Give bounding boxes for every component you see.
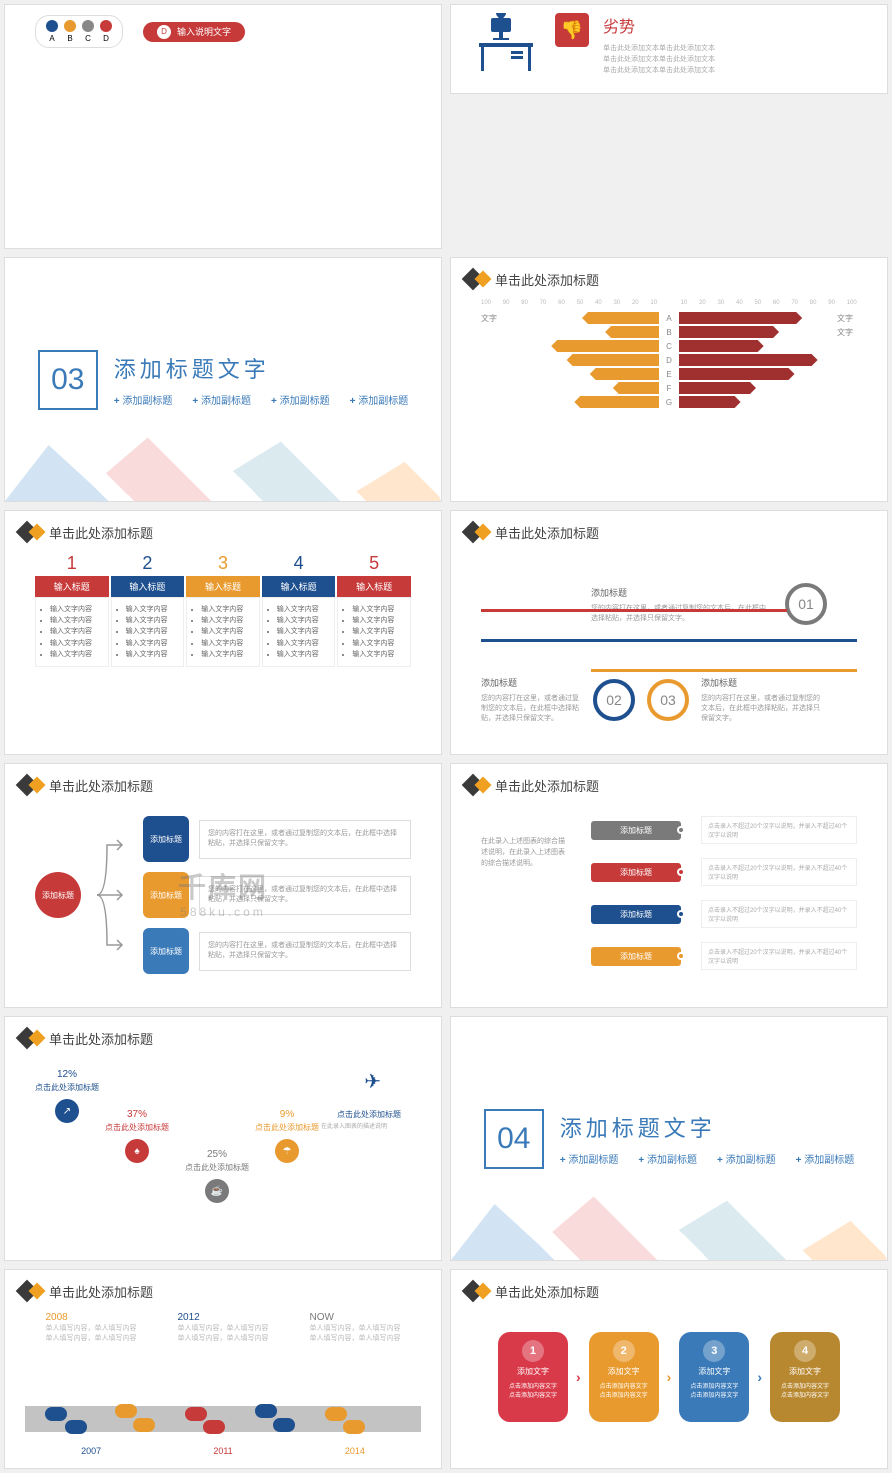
slide-4: 单击此处添加标题 1009080706050403020101020304050… (450, 257, 888, 502)
bar-row: D (481, 354, 857, 366)
pill: 添加标题 (591, 863, 681, 882)
footprint-icon (203, 1420, 225, 1434)
bar-row: C (481, 340, 857, 352)
pill: 添加标题 (591, 905, 681, 924)
slide-2: 👎 劣势 单击此处添加文本单击此处添加文本单击此处添加文本单击此处添加文本单击此… (450, 4, 888, 94)
header-icon (465, 268, 487, 290)
slide-3: 03 添加标题文字 添加副标题添加副标题添加副标题添加副标题 (4, 257, 442, 502)
slide-title: 单击此处添加标题 (495, 776, 599, 795)
stat-node: ↗ (55, 1099, 79, 1123)
slide-title: 单击此处添加标题 (495, 270, 599, 289)
plane-icon: ✈ (364, 1069, 381, 1094)
footprint-icon (343, 1420, 365, 1434)
slide-6: 单击此处添加标题 添加标题您的内容打在这里，或者通过复制您的文本后，在此框中选择… (450, 510, 888, 755)
footprint-icon (255, 1404, 277, 1418)
footprint-icon (185, 1407, 207, 1421)
section-number: 04 (484, 1109, 544, 1169)
footprint-icon (325, 1407, 347, 1421)
stat-node: ☂ (275, 1139, 299, 1163)
watermark-sub: 588ku.com (180, 905, 266, 919)
section-title: 添加标题文字 (560, 1111, 855, 1143)
desk-icon (471, 13, 541, 73)
bar-row: F (481, 382, 857, 394)
slide-1: ABCD D 输入说明文字 (4, 4, 442, 249)
section-number: 03 (38, 350, 98, 410)
step-card: 2 添加文字 点击添加内容文字点击添加内容文字 (589, 1332, 659, 1422)
slide-title: 单击此处添加标题 (49, 776, 153, 795)
header-icon (19, 521, 41, 543)
slide-title: 单击此处添加标题 (495, 523, 599, 542)
footprint-icon (65, 1420, 87, 1434)
step-card: 4 添加文字 点击添加内容文字点击添加内容文字 (770, 1332, 840, 1422)
column: 1 输入标题 输入文字内容输入文字内容输入文字内容输入文字内容输入文字内容 (35, 553, 109, 667)
bar-row: G (481, 396, 857, 408)
pill: 添加标题 (591, 947, 681, 966)
column: 3 输入标题 输入文字内容输入文字内容输入文字内容输入文字内容输入文字内容 (186, 553, 260, 667)
stat-node: ♠ (125, 1139, 149, 1163)
chevron-right-icon: › (667, 1369, 672, 1385)
header-icon (465, 521, 487, 543)
circle-01: 01 (785, 583, 827, 625)
header-icon (465, 774, 487, 796)
slide-title: 单击此处添加标题 (495, 1282, 599, 1301)
slide-10: 04 添加标题文字 添加副标题添加副标题添加副标题添加副标题 (450, 1016, 888, 1261)
footprint-icon (273, 1418, 295, 1432)
header-icon (19, 774, 41, 796)
step-card: 3 添加文字 点击添加内容文字点击添加内容文字 (679, 1332, 749, 1422)
root-node: 添加标题 (35, 872, 81, 918)
tree-node: 添加标题 (143, 928, 189, 974)
slide-9: 单击此处添加标题 12% 点击此处添加标题 ↗ 37% 点击此处添加标题 ♠ 2… (4, 1016, 442, 1261)
chevron-right-icon: › (576, 1369, 581, 1385)
slide-title: 单击此处添加标题 (49, 1029, 153, 1048)
footprint-icon (45, 1407, 67, 1421)
column: 4 输入标题 输入文字内容输入文字内容输入文字内容输入文字内容输入文字内容 (262, 553, 336, 667)
bar-row: 文字 A 文字 (481, 312, 857, 324)
chevron-right-icon: › (757, 1369, 762, 1385)
header-icon (19, 1280, 41, 1302)
stat-node: ☕ (205, 1179, 229, 1203)
circle-03: 03 (647, 679, 689, 721)
step-card: 1 添加文字 点击添加内容文字点击添加内容文字 (498, 1332, 568, 1422)
button-d: D 输入说明文字 (143, 22, 245, 42)
section-title: 添加标题文字 (114, 352, 409, 384)
slide-title: 单击此处添加标题 (49, 1282, 153, 1301)
bar-row: E (481, 368, 857, 380)
tree-node: 添加标题 (143, 816, 189, 862)
column: 5 输入标题 输入文字内容输入文字内容输入文字内容输入文字内容输入文字内容 (337, 553, 411, 667)
column: 2 输入标题 输入文字内容输入文字内容输入文字内容输入文字内容输入文字内容 (111, 553, 185, 667)
header-icon (465, 1280, 487, 1302)
heading: 劣势 (603, 13, 715, 37)
thumb-down-icon: 👎 (555, 13, 589, 47)
legend: ABCD (35, 15, 123, 48)
footprint-icon (115, 1404, 137, 1418)
slide-11: 单击此处添加标题 2008单人填写内容，单人填写内容单人填写内容，单人填写内容2… (4, 1269, 442, 1469)
header-icon (19, 1027, 41, 1049)
slide-12: 单击此处添加标题 1 添加文字 点击添加内容文字点击添加内容文字 › 2 添加文… (450, 1269, 888, 1469)
footprint-icon (133, 1418, 155, 1432)
pill: 添加标题 (591, 821, 681, 840)
slide-title: 单击此处添加标题 (49, 523, 153, 542)
slide-8: 单击此处添加标题 在此录入上述图表的综合描述说明，在此录入上述图表的综合描述说明… (450, 763, 888, 1008)
slide-7: 单击此处添加标题 添加标题 添加标题 您的内容打在这里，或者通过复制您的文本后，… (4, 763, 442, 1008)
bar-row: B 文字 (481, 326, 857, 338)
circle-02: 02 (593, 679, 635, 721)
slide-5: 单击此处添加标题 1 输入标题 输入文字内容输入文字内容输入文字内容输入文字内容… (4, 510, 442, 755)
